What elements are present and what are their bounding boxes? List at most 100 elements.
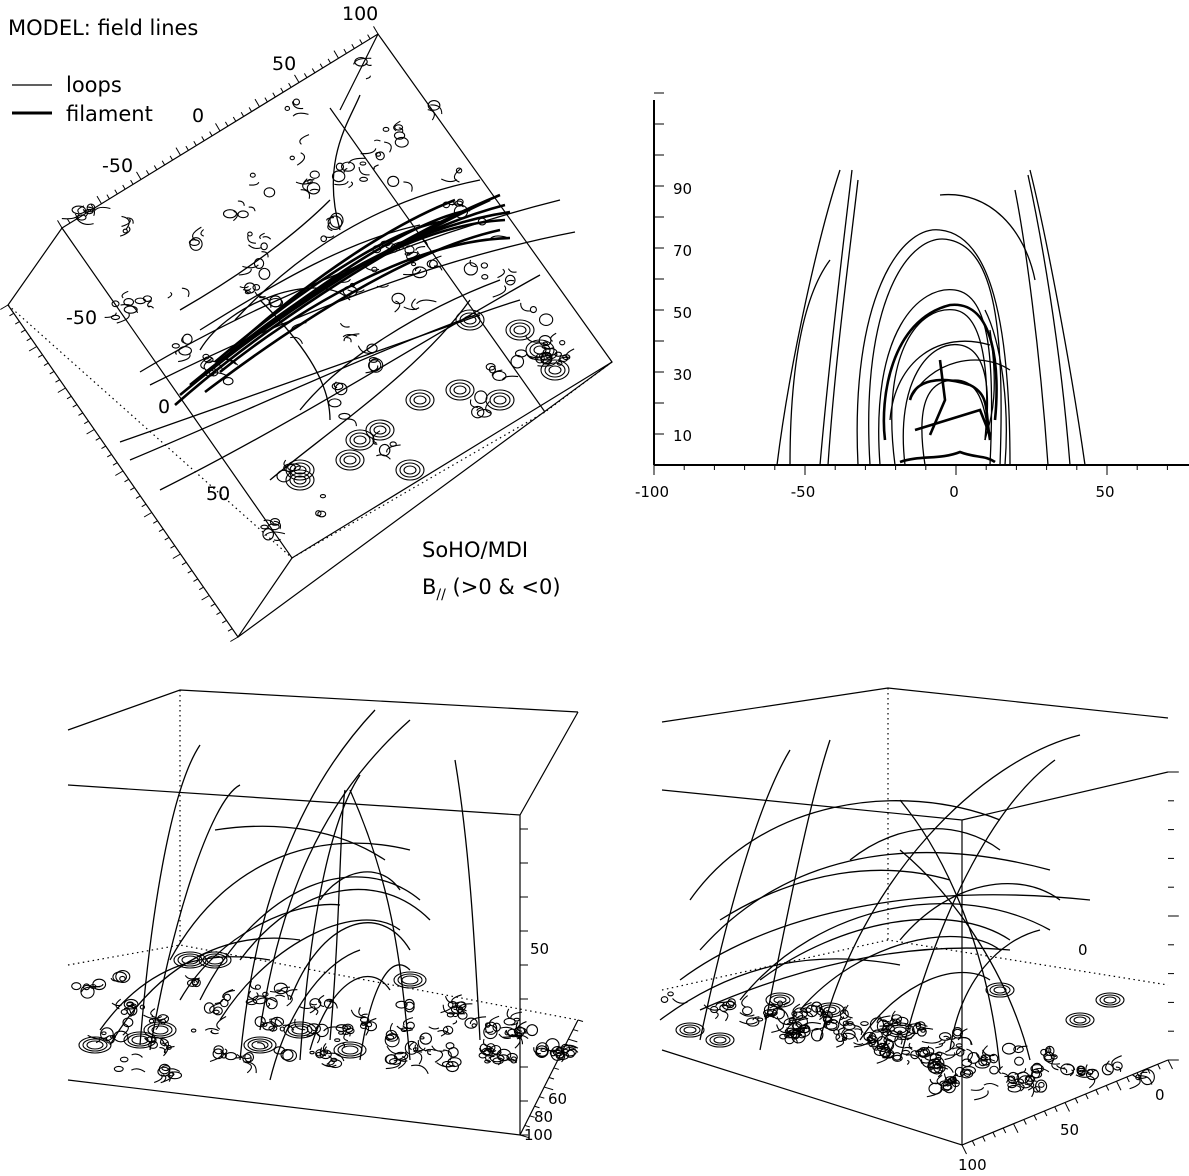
contour — [413, 1050, 423, 1065]
tick-mark — [248, 107, 253, 112]
tick-mark — [201, 136, 205, 141]
contour-blob — [489, 392, 511, 408]
contour-blob — [289, 472, 311, 488]
contour — [763, 1008, 778, 1017]
contour — [746, 1017, 760, 1027]
contour — [492, 285, 507, 298]
contour — [319, 493, 327, 499]
contour-blob — [335, 449, 365, 471]
contour — [219, 998, 229, 1008]
contour — [339, 322, 350, 328]
contour — [510, 1056, 518, 1064]
contour — [514, 349, 528, 358]
contour — [943, 1035, 951, 1039]
contour — [274, 1016, 281, 1027]
contour — [280, 1049, 294, 1061]
tick-mark — [553, 1067, 559, 1070]
contour — [842, 1006, 847, 1015]
contour — [484, 1022, 491, 1028]
contour — [130, 1003, 137, 1009]
contour — [722, 1010, 729, 1022]
contour — [430, 104, 443, 115]
contour — [424, 1048, 436, 1052]
contour — [309, 170, 320, 179]
tick-mark — [57, 387, 66, 393]
contour — [262, 528, 275, 541]
contour — [273, 538, 281, 541]
contour — [879, 1046, 892, 1058]
contour — [989, 1065, 999, 1075]
tick-mark — [169, 155, 174, 161]
contour-blob — [291, 1025, 309, 1035]
contour — [300, 189, 311, 199]
x-tick-label: -50 — [791, 483, 816, 501]
contour — [75, 216, 94, 226]
contour — [414, 1044, 423, 1053]
contour — [1031, 1062, 1043, 1074]
x-tick-label: -100 — [635, 483, 669, 501]
contour — [427, 100, 441, 111]
tick-mark — [129, 487, 135, 491]
tick-mark — [982, 1136, 986, 1142]
contour — [554, 351, 562, 357]
contour — [471, 1023, 477, 1028]
contour-blob — [285, 459, 315, 481]
contour-blob — [243, 1036, 277, 1054]
contour — [538, 313, 554, 327]
tick-mark — [577, 1019, 584, 1022]
contour — [474, 390, 488, 404]
contour — [273, 982, 288, 995]
floor-edges — [661, 1049, 1169, 1146]
contour — [249, 172, 256, 178]
contour — [354, 56, 368, 67]
contour — [836, 1040, 845, 1048]
contour — [342, 334, 358, 338]
contour — [242, 288, 252, 291]
contour — [901, 1049, 910, 1055]
tick-mark — [152, 520, 158, 524]
contour-blob — [544, 362, 566, 378]
contour — [276, 469, 292, 483]
contour — [1088, 1075, 1096, 1089]
tick-mark — [122, 184, 126, 190]
contour — [719, 1004, 729, 1012]
contour — [111, 300, 120, 308]
contour — [569, 1048, 579, 1053]
contour — [905, 1028, 919, 1035]
tick-mark — [20, 329, 26, 333]
y-tick-label: 50 — [673, 304, 692, 322]
y-tick-label: 100 — [524, 1126, 553, 1144]
contour — [309, 1005, 316, 1014]
contour — [249, 181, 260, 186]
contour — [213, 1006, 223, 1016]
contour — [368, 357, 379, 363]
contour — [837, 1026, 846, 1033]
contour — [526, 1024, 539, 1037]
contour — [259, 232, 265, 240]
tick-mark — [198, 586, 204, 591]
contour — [263, 187, 276, 198]
contour — [998, 1065, 1003, 1075]
contour-blob — [82, 1038, 108, 1052]
contour — [334, 382, 348, 396]
contour — [296, 152, 306, 166]
tick-mark — [106, 194, 110, 200]
contour — [353, 57, 372, 65]
contour — [447, 1046, 459, 1058]
contour — [810, 1027, 824, 1042]
contour — [989, 1053, 999, 1064]
contour — [928, 1082, 943, 1095]
contour — [204, 1028, 219, 1032]
tick-mark — [230, 636, 239, 642]
contour — [1076, 1065, 1085, 1075]
tick-mark — [1105, 1085, 1110, 1091]
contour-blob — [445, 379, 475, 401]
contour — [166, 1045, 172, 1050]
contour — [222, 209, 238, 219]
contour — [830, 1019, 838, 1024]
tick-mark — [529, 1115, 535, 1118]
contour — [1075, 1074, 1092, 1078]
contour — [492, 1022, 501, 1032]
contour — [178, 353, 191, 363]
contour — [389, 441, 397, 447]
